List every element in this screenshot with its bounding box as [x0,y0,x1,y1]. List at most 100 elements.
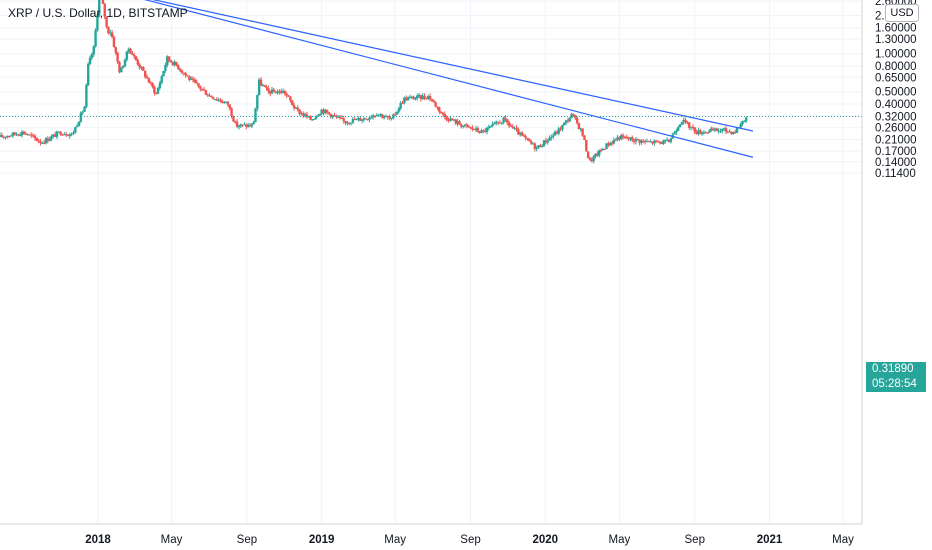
candle-body [132,54,136,57]
candle-body [524,136,527,139]
candle-body [228,104,231,109]
candle-body [642,140,645,142]
candle-body [202,89,206,91]
candle-body [213,99,217,101]
currency-button[interactable]: USD [885,4,919,22]
candle-body [243,124,246,126]
candle-body [164,65,167,71]
candle-body [61,134,64,136]
x-tick-label: 2021 [757,534,783,546]
candle-body [447,119,450,121]
candle-body [138,64,141,68]
candle-body [693,127,696,133]
candle-body [118,61,121,73]
candle-body [184,73,187,76]
candle-body [568,118,571,122]
candle-body [699,130,702,134]
trendline[interactable] [100,0,754,132]
bar-countdown-label: 05:28:54 [866,377,926,392]
candle-body [410,96,413,98]
candle-body [423,95,426,99]
candle-body [42,142,46,144]
candle-body [722,128,726,130]
candles [0,0,748,164]
candle-body [20,131,24,136]
grid [0,0,862,524]
candle-body [215,99,219,101]
candle-body [109,32,112,34]
candle-body [612,139,616,144]
candle-body [0,135,2,137]
candle-body [377,114,380,116]
candle-body [105,16,108,27]
candle-body [653,140,656,144]
candle-body [85,85,88,107]
trendlines[interactable] [0,0,862,158]
candle-body [199,86,202,89]
candle-body [553,131,557,136]
candle-body [539,145,542,148]
candle-body [651,141,654,144]
candle-body [566,120,570,122]
candle-body [171,62,174,66]
candle-body [180,70,184,73]
candle-body [232,116,235,122]
candle-body [489,126,492,128]
candle-body [28,134,31,136]
candle-body [72,132,75,134]
candle-body [53,134,57,137]
candle-body [458,121,461,125]
candle-body [667,139,671,143]
candle-body [518,132,522,135]
candle-body [634,138,638,142]
candle-body [603,148,606,150]
candle-body [609,142,612,146]
candle-body [688,122,691,128]
candle-body [697,130,700,135]
candle-body [586,151,590,159]
candle-body [348,122,351,124]
candle-body [537,145,540,148]
candle-body [259,79,263,86]
candle-body [217,99,220,101]
candle-body [631,137,634,141]
candle-body [66,135,70,137]
y-tick-label: 1.00000 [875,49,917,61]
candle-body [79,112,83,122]
candle-body [140,67,143,69]
y-tick-label: 0.40000 [875,99,917,111]
candle-body [478,131,481,133]
candle-body [81,111,84,113]
candle-body [575,117,579,124]
candle-body [632,140,636,142]
candle-body [68,134,72,136]
candle-body [355,118,358,121]
candle-body [469,127,472,129]
candle-body [520,132,524,136]
candle-body [182,72,185,74]
candle-body [208,95,211,97]
candle-body [513,127,516,129]
candle-body [327,112,331,114]
candle-body [298,109,301,114]
candle-body [206,94,209,96]
candle-body [94,30,97,47]
candle-body [515,127,518,130]
candle-body [31,135,35,137]
candle-body [654,140,658,142]
candle-body [349,122,353,124]
x-tick-label: Sep [685,534,705,546]
candle-body [302,113,305,116]
candle-body [379,114,382,116]
trendline[interactable] [100,0,754,158]
candle-body [542,140,546,147]
candle-body [590,159,594,162]
candle-body [37,140,40,142]
candle-body [22,131,26,134]
candle-body [572,113,575,116]
candle-body [129,48,132,54]
candle-body [452,119,456,121]
candle-body [548,137,551,141]
